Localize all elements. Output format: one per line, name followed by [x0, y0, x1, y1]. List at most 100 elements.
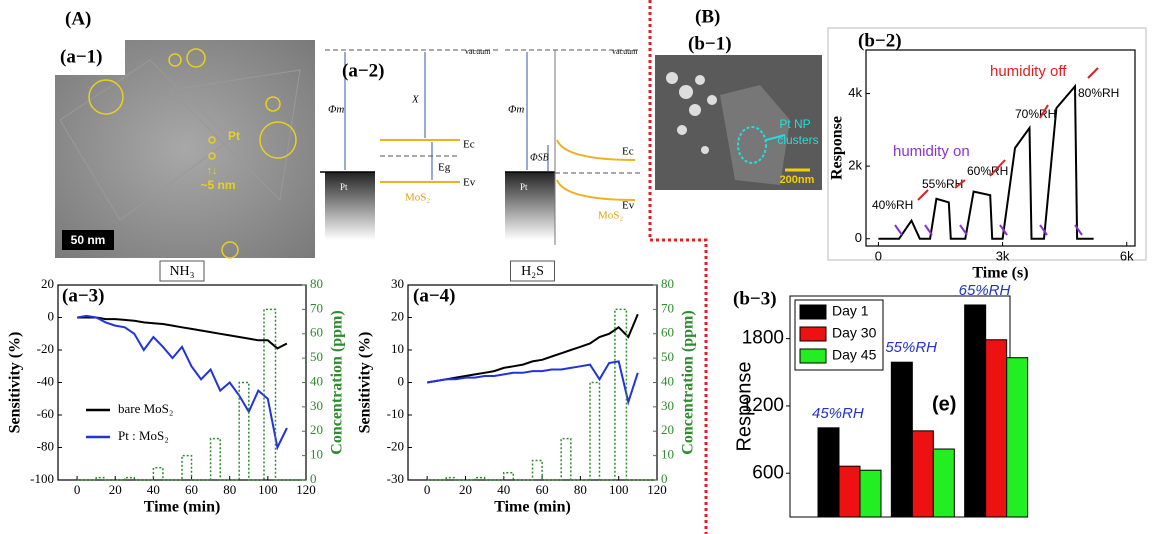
- tem-label: Pt: [228, 129, 240, 143]
- band-label: MoS₂: [598, 210, 623, 222]
- chart-title: NH₃: [169, 264, 194, 279]
- x-tick-label: 6k: [1120, 248, 1134, 263]
- title-box: [159, 260, 205, 282]
- band-label: Φm: [508, 104, 524, 116]
- category-label: 45%RH: [812, 405, 864, 422]
- x-tick-label: 100: [609, 482, 629, 497]
- x-axis-label: Time (min): [144, 499, 221, 516]
- band-label: Ev: [622, 200, 635, 212]
- y2-tick-label: 30: [661, 398, 674, 413]
- bar: [985, 339, 1008, 518]
- y-tick-label: -60: [37, 406, 54, 421]
- legend-swatch: [799, 304, 827, 320]
- bar: [1006, 357, 1029, 518]
- arrow: [924, 224, 933, 236]
- x-tick-label: 80: [574, 482, 587, 497]
- y2-tick-label: 50: [310, 349, 323, 364]
- x-tick-label: 3k: [996, 248, 1010, 263]
- panel-label: (b−1): [688, 33, 732, 54]
- arrow: [999, 224, 1008, 236]
- chart-title: H₂S: [521, 264, 544, 279]
- y-tick-label: -20: [387, 438, 404, 453]
- x-tick-label: 80: [223, 482, 236, 497]
- band-label: MoS₂: [405, 192, 430, 204]
- panel-label: (a−3): [62, 285, 104, 306]
- x-tick-label: 120: [647, 482, 667, 497]
- y-tick-label: 0: [855, 230, 862, 245]
- band-label: X: [411, 94, 420, 106]
- bar: [890, 361, 913, 518]
- y-tick-label: 20: [41, 276, 54, 291]
- y-tick-label: -20: [37, 341, 54, 356]
- x-tick-label: 40: [147, 482, 160, 497]
- panel-label: (b−2): [858, 30, 902, 51]
- series-line: [77, 308, 306, 481]
- band-label: Eg: [438, 162, 451, 174]
- tem-scale: 50 nm: [71, 233, 106, 247]
- band-label: Pt: [340, 182, 348, 192]
- x-axis-label: Time (min): [494, 499, 571, 516]
- band-label: Pt: [520, 182, 528, 192]
- annotation: (e): [932, 393, 956, 415]
- plot-frame: [865, 49, 1136, 247]
- arrow: [1039, 104, 1049, 119]
- y2-tick-label: 30: [310, 398, 323, 413]
- x-tick-label: 120: [296, 482, 316, 497]
- y-tick-label: 10: [391, 341, 404, 356]
- y-tick-label: 2k: [848, 158, 862, 173]
- sem-scale: 200nm: [780, 174, 815, 186]
- y-tick-label: 1800: [742, 328, 784, 349]
- y2-tick-label: 70: [310, 300, 323, 315]
- y-tick-label: 0: [48, 308, 55, 323]
- y2-tick-label: 60: [310, 325, 323, 340]
- band-label: Ev: [463, 177, 476, 189]
- y-axis-label: Sensitivity (%): [357, 332, 374, 434]
- panel-label: (B): [695, 6, 720, 27]
- x-tick-label: 0: [424, 482, 431, 497]
- y2-tick-label: 40: [310, 373, 323, 388]
- panel-label: (a−2): [342, 60, 384, 81]
- divider: [648, 0, 708, 534]
- x-tick-label: 60: [185, 482, 198, 497]
- legend-swatch: [799, 348, 827, 364]
- plot-frame: [57, 284, 307, 481]
- annotation: humidity off: [990, 63, 1067, 80]
- y-tick-label: 0: [398, 373, 405, 388]
- band-diagram: vacuum Φm X Eg Ec Ev Pt MoS₂ vacuum Φm Φ…: [320, 47, 640, 245]
- sem-image: Pt NP clusters 200nm: [655, 55, 822, 190]
- arrow: [917, 189, 929, 201]
- tem-size: ~5 nm: [200, 178, 235, 192]
- x-tick-label: 40: [497, 482, 510, 497]
- annotation: 80%RH: [1078, 86, 1119, 100]
- y2-tick-label: 60: [661, 325, 674, 340]
- category-label: 55%RH: [885, 339, 937, 356]
- legend-label: Day 1: [832, 303, 869, 319]
- band-label: Ec: [463, 139, 475, 151]
- sem-label: clusters: [777, 133, 818, 147]
- sem-label: Pt NP: [779, 117, 810, 131]
- panel-frame: [827, 27, 1147, 261]
- y2-tick-label: 80: [310, 276, 323, 291]
- series-line: [427, 360, 639, 406]
- y2-tick-label: 80: [661, 276, 674, 291]
- bar: [838, 465, 861, 518]
- y-tick-label: -100: [30, 471, 54, 486]
- legend-label: Day 30: [832, 325, 877, 341]
- x-tick-label: 0: [74, 482, 81, 497]
- bar: [932, 448, 955, 518]
- annotation: 40%RH: [872, 198, 913, 212]
- y-tick-label: -10: [387, 406, 404, 421]
- x-tick-label: 0: [875, 248, 882, 263]
- title-box: [510, 260, 555, 282]
- arrow: [894, 224, 903, 236]
- bar: [817, 427, 840, 518]
- y-axis-label: Response: [829, 116, 846, 180]
- y-axis-label: Response: [733, 361, 755, 451]
- panel-label: (a−4): [413, 285, 455, 306]
- annotation: 70%RH: [1015, 107, 1056, 121]
- y2-tick-label: 10: [310, 447, 323, 462]
- y2-tick-label: 0: [310, 471, 317, 486]
- band-label: Φm: [328, 104, 344, 116]
- y2-axis-label: Concentration (ppm): [680, 310, 697, 454]
